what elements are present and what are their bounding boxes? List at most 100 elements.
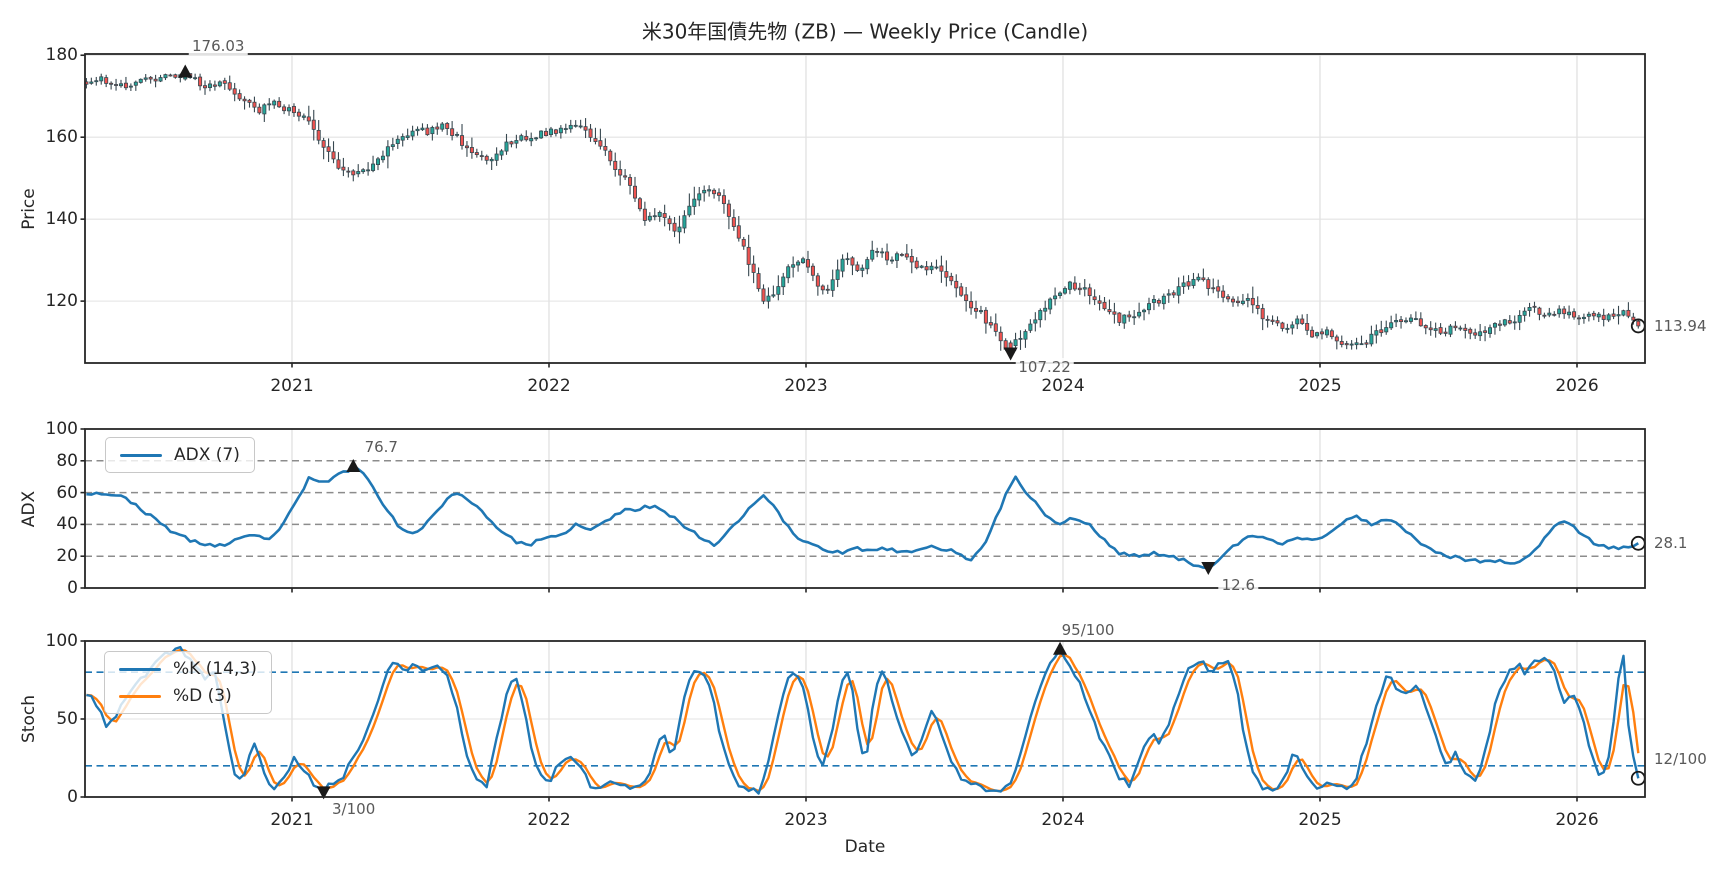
candle-body (904, 253, 909, 258)
candle-body (593, 138, 598, 142)
candle-body (1092, 296, 1097, 301)
candle-body (558, 127, 563, 134)
candle-body (1127, 314, 1132, 318)
candle-body (889, 259, 894, 262)
candle-body (1423, 325, 1428, 329)
candle-body (998, 331, 1003, 342)
candle-body (385, 146, 390, 157)
candle-body (608, 150, 613, 162)
stoch-legend: %K (14,3) %D (3) (104, 651, 272, 714)
candle-body (771, 294, 776, 297)
candle-body (1077, 287, 1082, 291)
candle-body (642, 208, 647, 221)
candle-body (1601, 314, 1606, 320)
candle-body (637, 198, 642, 210)
candle-body (1201, 277, 1206, 281)
candle-body (326, 146, 331, 152)
candle-body (1211, 287, 1216, 290)
candle-body (721, 195, 726, 205)
candle-body (880, 251, 885, 254)
candle-body (173, 74, 178, 78)
candle-body (1394, 320, 1399, 323)
candle-body (712, 189, 717, 195)
candle-body (1221, 290, 1226, 298)
candle-body (1324, 329, 1329, 336)
candle-body (519, 135, 524, 141)
candle-body (450, 128, 455, 136)
candle-body (944, 271, 949, 278)
candle-body (464, 145, 469, 149)
candle-body (1384, 327, 1389, 333)
candle-body (1408, 317, 1413, 322)
d-line-swatch (119, 694, 161, 698)
adx-legend: ADX (7) (105, 437, 255, 473)
candle-body (1374, 330, 1379, 336)
candle-body (914, 260, 919, 269)
price-panel-border (84, 53, 1646, 364)
candle-body (934, 266, 939, 269)
candle-body (1191, 278, 1196, 286)
candle-body (692, 198, 697, 207)
candle-body (677, 226, 682, 233)
candle-body (756, 273, 761, 290)
candle-body (321, 140, 326, 148)
candle-body (287, 107, 292, 112)
candle-body (1072, 282, 1077, 290)
candle-body (1532, 305, 1537, 308)
candle-body (420, 127, 425, 131)
candle-body (504, 141, 509, 152)
candle-body (1285, 327, 1290, 330)
candle-body (929, 265, 934, 271)
candle-body (109, 82, 114, 85)
candle-body (647, 215, 652, 221)
price-last-value-label: 113.94 (1654, 316, 1707, 335)
adx-min-annotation: 12.6 (1218, 575, 1258, 594)
candle-body (652, 215, 657, 218)
candle-body (1636, 320, 1641, 327)
candle-body (1181, 282, 1186, 287)
candle-body (632, 185, 637, 199)
candle-body (1270, 319, 1275, 322)
candle-body (1087, 287, 1092, 297)
xtick-top-2: 2023 (784, 376, 828, 396)
candle-body (1537, 307, 1542, 315)
candle-body (123, 82, 128, 89)
candle-body (1379, 329, 1384, 334)
candle-body (1226, 296, 1231, 300)
candle-body (430, 127, 435, 135)
candle-body (786, 266, 791, 279)
candle-body (1527, 307, 1532, 311)
candle-body (1171, 292, 1176, 296)
candle-body (1176, 286, 1181, 296)
candle-body (114, 84, 119, 86)
candle-body (99, 76, 104, 82)
candle-body (603, 146, 608, 151)
stoch-ylabel: Stoch (19, 695, 39, 743)
candle-body (222, 80, 227, 84)
candle-body (1606, 314, 1611, 321)
candle-body (1048, 298, 1053, 310)
candle-body (291, 106, 296, 114)
candle-body (514, 140, 519, 144)
candle-body (1334, 336, 1339, 342)
candle-body (435, 126, 440, 130)
xlabel: Date (844, 837, 886, 857)
price-max-marker (178, 64, 193, 78)
candle-body (1023, 331, 1028, 340)
candle-body (924, 266, 929, 271)
candle-body (133, 81, 138, 86)
candle-body (815, 275, 820, 287)
adx-line-swatch (120, 453, 162, 457)
candle-body (193, 77, 198, 80)
stoch-legend-entry-d: %D (3) (119, 686, 257, 706)
candle-body (1621, 310, 1626, 316)
candle-body (978, 310, 983, 313)
candle-body (1631, 316, 1636, 321)
stoch-ytick-0: 0 (67, 787, 78, 807)
candle-body (628, 177, 633, 186)
candle-body (1097, 300, 1102, 304)
candle-body (736, 225, 741, 239)
adx-ytick-4: 80 (56, 450, 78, 471)
candle-body (499, 150, 504, 156)
chart-title: 米30年国債先物 (ZB) — Weekly Price (Candle) (641, 19, 1089, 44)
